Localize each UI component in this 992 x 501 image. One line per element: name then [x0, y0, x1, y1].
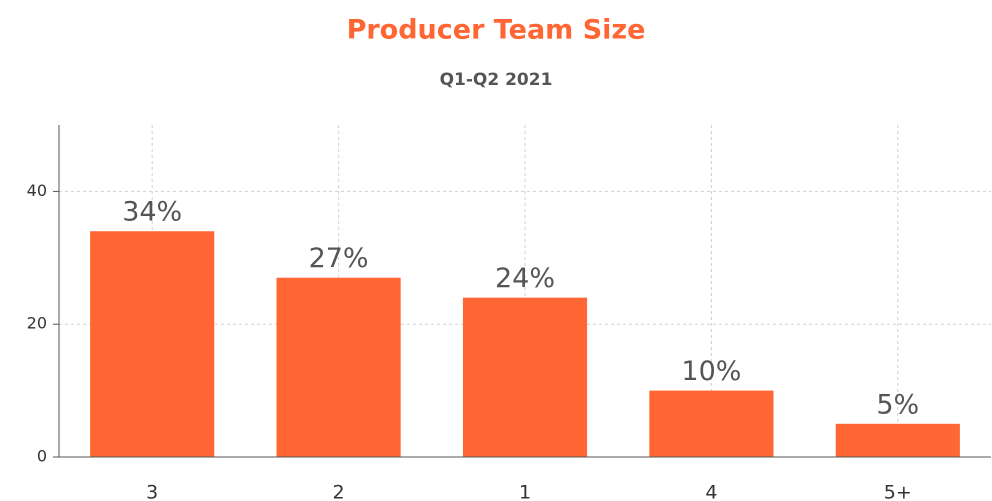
- data-label: 34%: [122, 197, 182, 228]
- y-tick-label: 40: [27, 181, 47, 200]
- bar: [649, 390, 774, 457]
- bar: [462, 297, 588, 457]
- x-tick-label: 5+: [884, 482, 912, 501]
- chart-subtitle: Q1-Q2 2021: [440, 70, 553, 90]
- x-tick-label: 1: [519, 482, 531, 501]
- y-tick-label: 20: [27, 314, 47, 333]
- y-tick-label: 0: [37, 447, 47, 466]
- x-tick-label: 4: [705, 482, 717, 501]
- bar: [90, 231, 215, 457]
- bar: [276, 277, 401, 457]
- data-label: 24%: [495, 263, 555, 294]
- data-label: 27%: [309, 243, 369, 274]
- chart-title: Producer Team Size: [347, 15, 646, 46]
- x-tick-label: 3: [146, 482, 158, 501]
- data-label: 10%: [681, 356, 741, 387]
- bar: [835, 423, 960, 457]
- x-tick-label: 2: [333, 482, 345, 501]
- data-label: 5%: [876, 389, 919, 420]
